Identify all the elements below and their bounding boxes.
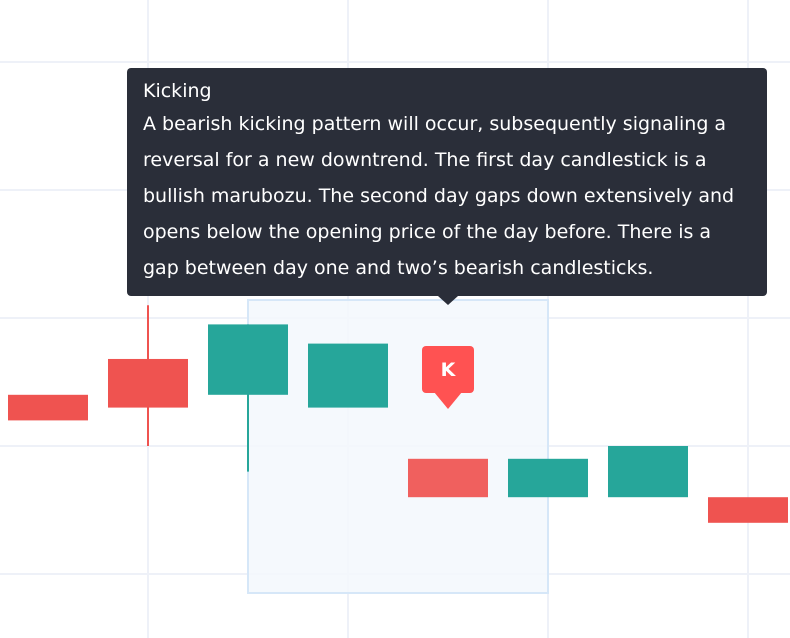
candle-body: [508, 458, 588, 498]
tooltip-text: A bearish kicking pattern will occur, su…: [143, 113, 735, 279]
candle-body: [208, 324, 288, 395]
candle-body: [408, 458, 488, 498]
candle-body: [708, 497, 788, 523]
marker-pointer: [434, 392, 462, 409]
tooltip-arrow: [438, 296, 458, 305]
candle-body: [308, 343, 388, 408]
pattern-marker-kicking[interactable]: K: [422, 346, 474, 409]
candle-body: [608, 446, 688, 498]
marker-label: K: [440, 359, 456, 381]
candle-body: [8, 394, 88, 421]
candle-body: [108, 358, 188, 408]
tooltip-title: Kicking: [143, 80, 212, 102]
pattern-highlight-area: [247, 299, 549, 594]
pattern-tooltip: Kicking A bearish kicking pattern will o…: [127, 68, 767, 305]
